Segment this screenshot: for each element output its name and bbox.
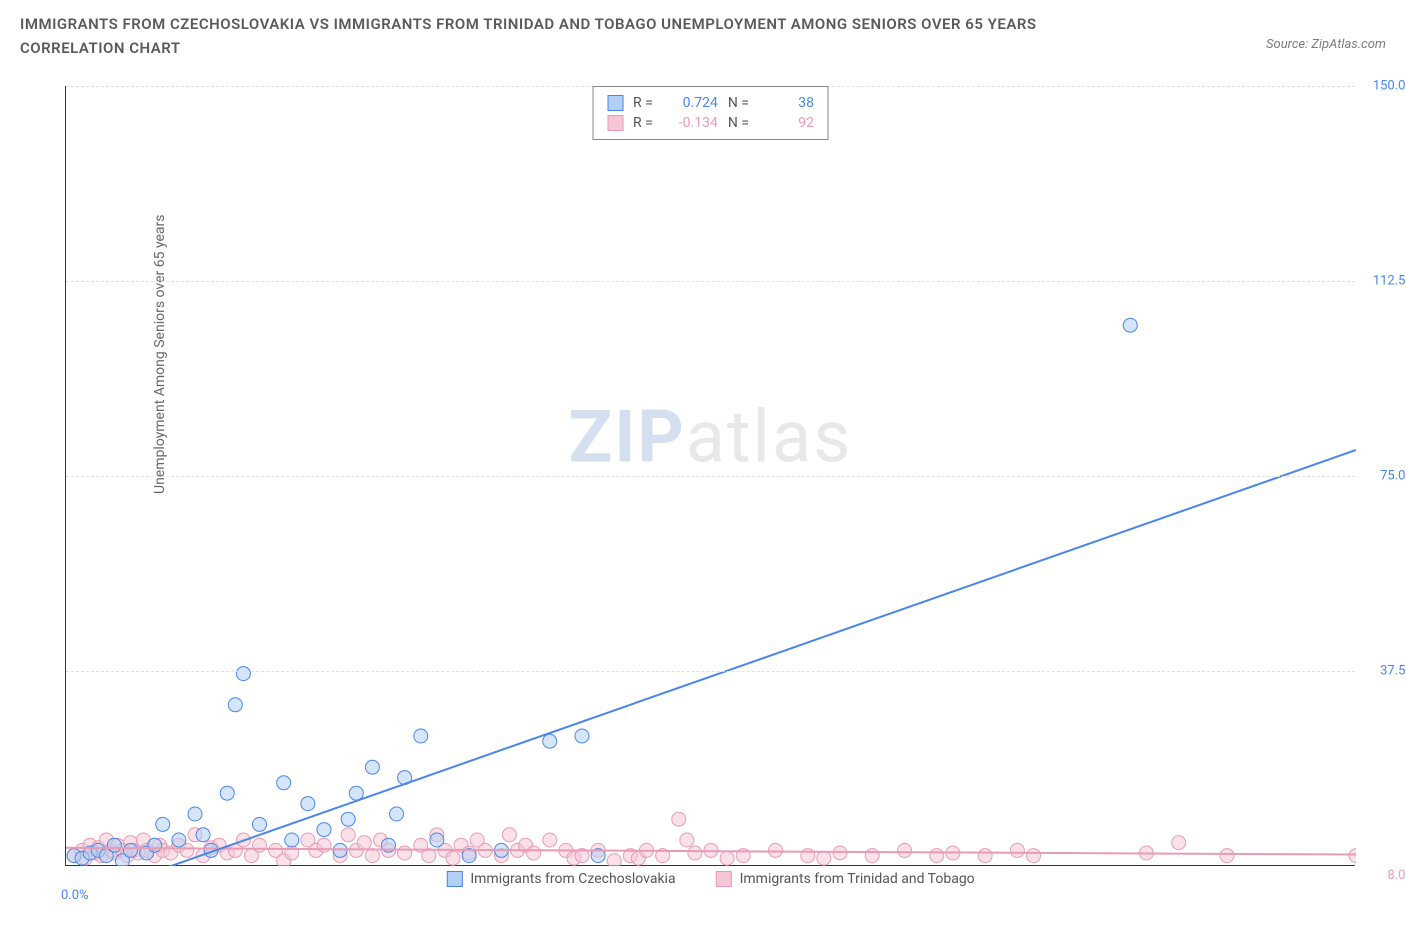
grid-line	[66, 671, 1355, 672]
data-point-czech	[107, 838, 121, 852]
correlation-legend: R = 0.724 N = 38 R = -0.134 N = 92	[592, 86, 829, 140]
data-point-trinidad	[1010, 843, 1024, 857]
data-point-czech	[575, 729, 589, 743]
n-label: N =	[728, 115, 749, 131]
data-point-trinidad	[769, 843, 783, 857]
data-point-trinidad	[680, 833, 694, 847]
r-value-trinidad: -0.134	[663, 115, 718, 131]
legend-label-czech: Immigrants from Czechoslovakia	[470, 871, 675, 887]
data-point-trinidad	[357, 836, 371, 850]
r-value-czech: 0.724	[663, 95, 718, 111]
data-point-czech	[277, 776, 291, 790]
data-point-czech	[1123, 318, 1137, 332]
grid-line	[66, 281, 1355, 282]
data-point-trinidad	[833, 846, 847, 860]
data-point-trinidad	[720, 851, 734, 865]
data-point-trinidad	[527, 846, 541, 860]
chart-title: IMMIGRANTS FROM CZECHOSLOVAKIA VS IMMIGR…	[20, 12, 1120, 60]
legend-item-trinidad: Immigrants from Trinidad and Tobago	[716, 871, 975, 887]
data-point-czech	[543, 734, 557, 748]
data-point-czech	[188, 807, 202, 821]
data-point-czech	[228, 698, 242, 712]
data-point-trinidad	[865, 849, 879, 863]
chart-header: IMMIGRANTS FROM CZECHOSLOVAKIA VS IMMIGR…	[0, 0, 1406, 60]
corr-row-trinidad: R = -0.134 N = 92	[607, 113, 814, 133]
r-label: R =	[633, 95, 653, 111]
legend-label-trinidad: Immigrants from Trinidad and Tobago	[740, 871, 975, 887]
data-point-czech	[172, 833, 186, 847]
data-point-czech	[156, 817, 170, 831]
x-tick-last: 8.0%	[1387, 868, 1406, 883]
grid-line	[66, 476, 1355, 477]
trend-line-czech	[82, 450, 1356, 866]
data-point-czech	[285, 833, 299, 847]
y-tick-label: 112.5%	[1373, 274, 1406, 289]
data-point-czech	[301, 797, 315, 811]
legend-item-czech: Immigrants from Czechoslovakia	[446, 871, 675, 887]
data-point-trinidad	[978, 849, 992, 863]
swatch-trinidad	[607, 115, 623, 131]
corr-row-czech: R = 0.724 N = 38	[607, 93, 814, 113]
data-point-trinidad	[607, 854, 621, 866]
data-point-czech	[341, 812, 355, 826]
n-value-czech: 38	[759, 95, 814, 111]
data-point-czech	[414, 729, 428, 743]
data-point-trinidad	[341, 828, 355, 842]
data-point-trinidad	[1027, 849, 1041, 863]
source-label: Source: ZipAtlas.com	[1266, 37, 1386, 52]
bottom-legend: Immigrants from Czechoslovakia Immigrant…	[446, 871, 974, 887]
data-point-czech	[390, 807, 404, 821]
swatch-trinidad-icon	[716, 871, 732, 887]
data-point-czech	[317, 823, 331, 837]
n-label: N =	[728, 95, 749, 111]
chart-container: Unemployment Among Seniors over 65 years…	[60, 86, 1390, 886]
data-point-czech	[349, 786, 363, 800]
data-point-trinidad	[253, 838, 267, 852]
data-point-czech	[365, 760, 379, 774]
data-point-trinidad	[672, 812, 686, 826]
data-point-trinidad	[1172, 836, 1186, 850]
data-point-czech	[196, 828, 210, 842]
data-point-czech	[236, 667, 250, 681]
data-point-trinidad	[817, 851, 831, 865]
data-point-czech	[220, 786, 234, 800]
data-point-czech	[148, 838, 162, 852]
swatch-czech	[607, 95, 623, 111]
y-tick-label: 75.0%	[1380, 469, 1406, 484]
r-label: R =	[633, 115, 653, 131]
data-point-trinidad	[398, 846, 412, 860]
data-point-trinidad	[543, 833, 557, 847]
data-point-czech	[333, 843, 347, 857]
data-point-czech	[430, 833, 444, 847]
data-point-trinidad	[502, 828, 516, 842]
data-point-trinidad	[688, 846, 702, 860]
swatch-czech-icon	[446, 871, 462, 887]
data-point-trinidad	[446, 851, 460, 865]
y-tick-label: 37.5%	[1380, 664, 1406, 679]
data-point-czech	[253, 817, 267, 831]
data-point-trinidad	[930, 849, 944, 863]
x-tick-origin: 0.0%	[61, 888, 89, 903]
data-point-trinidad	[1349, 849, 1356, 863]
data-point-trinidad	[898, 843, 912, 857]
data-point-trinidad	[1220, 849, 1234, 863]
plot-area: ZIPatlas R = 0.724 N = 38 R = -0.134 N =…	[65, 86, 1355, 866]
data-point-trinidad	[365, 849, 379, 863]
y-tick-label: 150.0%	[1373, 79, 1406, 94]
data-point-czech	[124, 843, 138, 857]
n-value-trinidad: 92	[759, 115, 814, 131]
